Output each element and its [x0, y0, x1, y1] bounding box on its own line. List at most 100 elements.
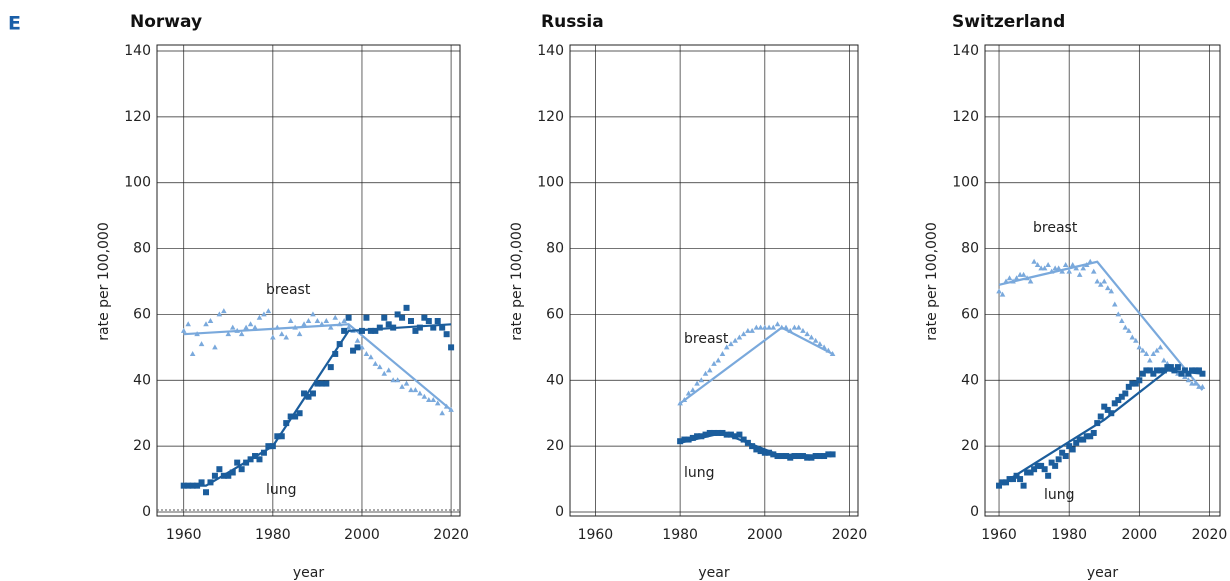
point [804, 454, 811, 461]
point [1104, 406, 1111, 413]
x-tick-label: 1980 [662, 527, 698, 543]
point [296, 410, 303, 417]
series-label: breast [266, 282, 311, 298]
point [804, 331, 810, 337]
y-tick-label: 20 [133, 438, 151, 454]
point [350, 347, 357, 354]
point [407, 318, 414, 325]
point [238, 466, 245, 473]
point [753, 446, 760, 453]
point [1185, 377, 1192, 383]
point [774, 453, 781, 460]
point [341, 327, 348, 334]
point [372, 360, 379, 366]
point [1080, 265, 1087, 271]
y-tick-label: 120 [124, 109, 151, 125]
x-tick-label: 2000 [747, 527, 783, 543]
point [1118, 393, 1125, 400]
point [243, 324, 249, 330]
point [787, 454, 794, 461]
point [448, 344, 455, 351]
point [1017, 476, 1024, 483]
point [1181, 367, 1188, 374]
point [390, 377, 396, 383]
point [198, 479, 205, 486]
point [421, 393, 428, 399]
series [677, 429, 836, 461]
point [689, 434, 696, 441]
point [753, 324, 760, 330]
x-tick-label: 1960 [981, 527, 1017, 543]
point [1111, 400, 1118, 407]
series [996, 364, 1206, 489]
point [736, 334, 743, 340]
point [1097, 413, 1104, 420]
point [1129, 334, 1136, 340]
point [221, 308, 227, 314]
point [1101, 278, 1108, 284]
point [1027, 278, 1034, 284]
point [1167, 364, 1174, 371]
point [1111, 301, 1118, 307]
point [443, 331, 450, 338]
point [229, 469, 236, 476]
y-tick-label: 100 [537, 175, 564, 191]
point [1031, 258, 1037, 264]
point [439, 410, 445, 416]
point [1087, 433, 1094, 440]
point [225, 331, 232, 337]
point [1024, 469, 1031, 476]
point [694, 433, 701, 440]
point [309, 390, 316, 397]
point [274, 433, 281, 440]
point [1031, 466, 1038, 473]
y-tick-label: 80 [133, 241, 151, 257]
point [256, 456, 263, 463]
point [1125, 383, 1132, 390]
point [296, 331, 303, 337]
point [189, 350, 196, 356]
point [1189, 380, 1195, 386]
point [1069, 262, 1076, 268]
point [1146, 367, 1153, 374]
point [702, 431, 709, 438]
point [711, 360, 717, 366]
point [719, 350, 726, 356]
point [439, 324, 446, 331]
point [1080, 436, 1087, 443]
point [1059, 449, 1066, 456]
point [1140, 347, 1146, 353]
y-tick-label: 40 [546, 372, 564, 388]
y-tick-label: 140 [124, 43, 151, 59]
point [1104, 285, 1111, 291]
point [332, 350, 339, 357]
point [774, 321, 781, 327]
chart-title: Russia [541, 12, 604, 32]
point [341, 318, 347, 324]
series-label: lung [1044, 487, 1075, 503]
point [198, 341, 205, 347]
point [363, 350, 370, 356]
point [1157, 344, 1164, 350]
point [1118, 318, 1125, 324]
point [416, 324, 423, 331]
point [238, 331, 245, 337]
point [247, 321, 254, 327]
y-tick-label: 40 [961, 372, 979, 388]
point [1027, 469, 1034, 476]
point [1157, 367, 1164, 374]
point [260, 449, 267, 456]
point [778, 453, 785, 460]
series-label: lung [266, 482, 297, 498]
point [1076, 436, 1083, 443]
point [301, 321, 307, 327]
point [817, 341, 823, 347]
point [808, 334, 815, 340]
point [791, 453, 798, 460]
point [185, 321, 191, 327]
point [1115, 397, 1122, 404]
point [376, 364, 383, 370]
y-tick-label: 60 [546, 306, 564, 322]
point [740, 331, 747, 337]
